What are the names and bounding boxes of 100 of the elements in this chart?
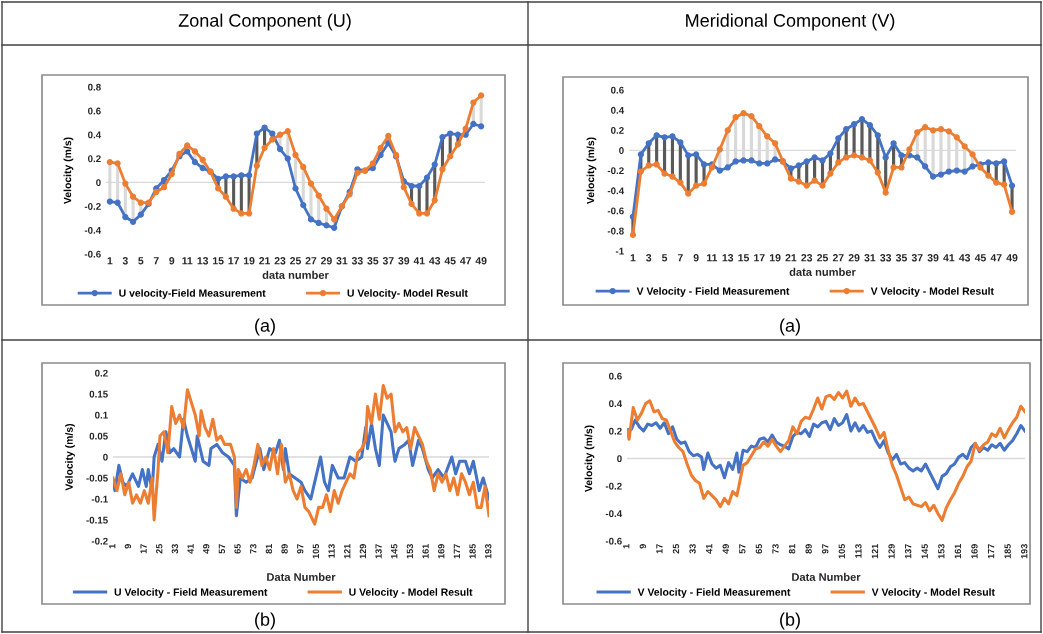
- x-tick-label: 129: [888, 544, 895, 559]
- y-tick-label: -0.4: [605, 510, 623, 518]
- x-axis-title: Data Number: [267, 572, 336, 581]
- x-tick-label: 9: [169, 257, 175, 265]
- x-tick-label: 9: [124, 544, 132, 549]
- legend-label: U Velocity - Model Result: [349, 588, 473, 598]
- x-tick-label: 37: [382, 257, 394, 265]
- y-tick-label: 0.6: [609, 372, 622, 380]
- y-tick-label: 0: [617, 455, 622, 463]
- x-tick-label: 73: [772, 544, 779, 554]
- x-tick-label: 17: [656, 544, 663, 554]
- y-tick-label: 0.1: [95, 411, 108, 419]
- legend-label: U velocity-Field Measurement: [119, 289, 266, 299]
- text: (b): [780, 612, 800, 630]
- x-tick-label: 33: [689, 544, 696, 554]
- x-tick-label: 35: [895, 254, 907, 262]
- x-tick-label: 17: [228, 257, 239, 265]
- x-tick-label: 41: [413, 257, 425, 265]
- x-tick-label: 89: [805, 544, 812, 554]
- chart-title: Zonal Component (U): [178, 13, 351, 31]
- legend-label: V Velocity - Model Result: [871, 588, 995, 598]
- y-tick-label: -0.15: [86, 516, 108, 524]
- x-tick-label: 17: [754, 254, 765, 262]
- x-tick-label: 43: [429, 257, 441, 265]
- x-tick-label: 137: [375, 544, 382, 559]
- x-tick-label: 5: [138, 257, 144, 265]
- x-tick-label: 193: [1021, 544, 1028, 559]
- y-tick-label: 0.4: [609, 400, 623, 408]
- x-tick-label: 81: [265, 544, 273, 554]
- x-tick-label: 9: [693, 254, 699, 262]
- legend-label: U Velocity - Field Measurement: [114, 588, 268, 598]
- x-tick-label: 41: [706, 544, 713, 554]
- x-tick-label: 153: [938, 544, 945, 559]
- x-tick-label: 185: [1004, 544, 1011, 559]
- y-tick-label: 0.05: [89, 432, 108, 440]
- y-tick-label: -1: [615, 247, 624, 255]
- x-tick-label: 145: [391, 544, 398, 559]
- x-tick-label: 27: [832, 254, 844, 262]
- x-tick-label: 169: [438, 544, 445, 559]
- legend-label: V Velocity - Field Measurement: [637, 588, 791, 598]
- x-tick-label: 17: [140, 544, 147, 554]
- x-tick-label: 11: [182, 257, 193, 265]
- y-tick-label: -0.6: [605, 537, 622, 545]
- y-tick-label: 0.15: [89, 390, 108, 398]
- y-tick-label: -0.8: [607, 227, 624, 235]
- x-tick-label: 1: [623, 544, 630, 549]
- y-tick-label: 0.4: [611, 106, 625, 114]
- y-tick-label: -0.4: [607, 187, 625, 195]
- y-tick-label: -0.6: [84, 250, 101, 258]
- x-tick-label: 113: [328, 544, 335, 558]
- y-tick-label: -0.4: [84, 226, 102, 234]
- y-tick-label: 0: [96, 179, 101, 187]
- x-tick-label: 47: [990, 254, 1002, 262]
- x-tick-label: 97: [822, 544, 829, 554]
- x-tick-label: 33: [171, 544, 179, 554]
- x-tick-label: 1: [107, 257, 113, 265]
- x-tick-label: 27: [305, 257, 317, 265]
- x-tick-label: 29: [848, 254, 860, 262]
- x-tick-label: 13: [722, 254, 734, 262]
- x-tick-label: 41: [187, 544, 194, 554]
- y-axis-title: Velocity (m/s): [586, 137, 597, 204]
- y-tick-label: 0.2: [611, 126, 624, 134]
- x-tick-label: 41: [943, 254, 955, 262]
- x-tick-label: 7: [677, 254, 683, 262]
- x-tick-label: 105: [312, 544, 320, 559]
- x-tick-label: 145: [921, 544, 928, 559]
- x-tick-label: 81: [788, 544, 796, 554]
- x-tick-label: 57: [739, 544, 746, 554]
- x-tick-label: 23: [801, 254, 813, 262]
- x-tick-label: 3: [646, 254, 652, 262]
- x-tick-label: 97: [297, 544, 304, 554]
- x-tick-label: 161: [422, 544, 429, 559]
- y-tick-label: 0.6: [88, 107, 101, 115]
- text: (a): [255, 318, 275, 336]
- y-tick-label: 0.4: [88, 131, 102, 139]
- x-tick-label: 11: [707, 254, 718, 262]
- x-tick-label: 1: [109, 544, 116, 549]
- x-tick-label: 33: [880, 254, 892, 262]
- legend-label: V Velocity - Field Measurement: [636, 287, 790, 297]
- y-tick-label: -0.2: [605, 482, 622, 490]
- x-tick-label: 49: [203, 544, 210, 554]
- chart-title: Meridional Component (V): [686, 13, 895, 31]
- x-tick-label: 13: [197, 257, 209, 265]
- x-tick-label: 47: [460, 257, 471, 265]
- x-tick-label: 1: [630, 254, 636, 262]
- x-tick-label: 57: [218, 544, 226, 554]
- x-tick-label: 15: [213, 257, 224, 265]
- x-axis-title: data number: [789, 267, 856, 276]
- x-tick-label: 21: [785, 254, 797, 262]
- x-tick-label: 49: [475, 257, 487, 265]
- x-tick-label: 121: [871, 544, 879, 559]
- x-tick-label: 31: [336, 257, 348, 265]
- y-axis-title: Velocity (m/s): [65, 423, 75, 491]
- x-tick-label: 193: [485, 544, 492, 559]
- y-tick-label: 0.6: [611, 86, 624, 94]
- x-tick-label: 89: [281, 544, 288, 554]
- y-tick-label: -0.2: [84, 203, 101, 210]
- x-tick-label: 33: [351, 257, 363, 265]
- y-tick-label: 0.2: [95, 369, 108, 377]
- y-tick-label: 0: [103, 453, 108, 461]
